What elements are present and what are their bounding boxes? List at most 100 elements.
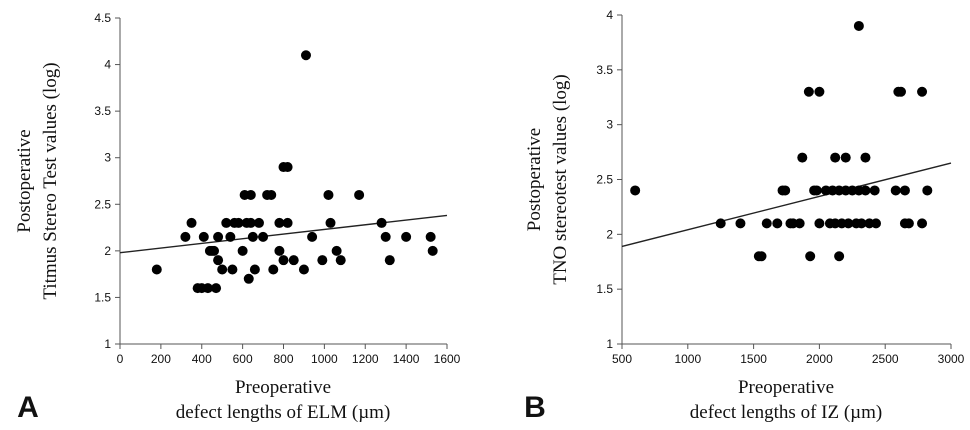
y-tick-label: 2 [104, 244, 111, 258]
data-point [401, 231, 412, 242]
data-point [834, 251, 845, 262]
y-tick-label: 3.5 [94, 104, 111, 118]
x-tick-label: 800 [273, 352, 293, 366]
x-axis-label: defect lengths of IZ (µm) [690, 402, 882, 423]
data-point [217, 264, 228, 275]
data-point [245, 217, 256, 228]
data-point [797, 152, 808, 163]
trend-line [621, 162, 952, 248]
x-tick-label: 3000 [938, 352, 965, 366]
x-tick-label: 1200 [352, 352, 379, 366]
y-tick-label: 4 [606, 8, 613, 22]
data-point [274, 217, 285, 228]
x-axis-label: defect lengths of ELM (µm) [176, 402, 391, 423]
data-point [323, 189, 334, 200]
data-point [186, 217, 197, 228]
data-point [245, 189, 256, 200]
data-point [325, 217, 336, 228]
y-tick-label: 3 [606, 118, 613, 132]
data-point [225, 231, 236, 242]
y-tick-label: 1.5 [94, 290, 111, 304]
data-point [814, 218, 825, 229]
data-point [761, 218, 772, 229]
data-point [198, 231, 209, 242]
data-point [247, 231, 258, 242]
x-tick-label: 0 [117, 352, 124, 366]
data-point [917, 218, 928, 229]
y-tick-label: 2 [606, 227, 613, 241]
data-point [249, 264, 260, 275]
data-point [202, 283, 213, 294]
y-tick-label: 1 [606, 337, 613, 351]
y-tick-label: 3.5 [596, 63, 613, 77]
data-point [331, 245, 342, 256]
data-point [213, 231, 224, 242]
data-point [890, 185, 901, 196]
data-point [840, 152, 851, 163]
y-axis-label: Postoperative [524, 128, 545, 231]
data-point [860, 152, 871, 163]
data-point [253, 217, 264, 228]
data-point [243, 273, 254, 284]
x-axis-label: Preoperative [235, 377, 331, 398]
data-point [715, 218, 726, 229]
data-point [227, 264, 238, 275]
data-point [903, 218, 914, 229]
data-point [756, 251, 767, 262]
data-point [298, 264, 309, 275]
panel-letter: B [524, 391, 546, 424]
data-point [917, 86, 928, 97]
data-point [300, 50, 311, 61]
data-point [805, 251, 816, 262]
trend-line [119, 214, 448, 254]
y-tick-label: 3 [104, 151, 111, 165]
data-point [384, 255, 395, 266]
x-tick-label: 500 [612, 352, 632, 366]
data-point [274, 245, 285, 256]
y-tick-label: 4 [104, 58, 111, 72]
data-point [221, 217, 232, 228]
y-tick-label: 1 [104, 337, 111, 351]
data-point [794, 218, 805, 229]
data-point [307, 231, 318, 242]
data-point [899, 185, 910, 196]
data-point [282, 162, 293, 173]
data-point [811, 185, 822, 196]
y-axis-label: TNO stereotest values (log) [550, 74, 571, 285]
data-point [856, 218, 867, 229]
data-point [860, 185, 871, 196]
x-tick-label: 1500 [740, 352, 767, 366]
data-point [376, 217, 387, 228]
data-point [335, 255, 346, 266]
x-tick-label: 1000 [311, 352, 338, 366]
data-point [209, 245, 220, 256]
y-tick-label: 4.5 [94, 11, 111, 25]
data-point [258, 231, 269, 242]
data-point [735, 218, 746, 229]
data-point [895, 86, 906, 97]
data-point [922, 185, 933, 196]
data-point [278, 255, 289, 266]
x-tick-label: 1600 [434, 352, 461, 366]
x-tick-label: 600 [233, 352, 253, 366]
x-tick-label: 2500 [872, 352, 899, 366]
data-point [354, 189, 365, 200]
data-point [772, 218, 783, 229]
y-tick-label: 2.5 [94, 197, 111, 211]
data-point [211, 283, 222, 294]
x-tick-label: 1400 [393, 352, 420, 366]
data-point [268, 264, 279, 275]
data-point [317, 255, 328, 266]
y-axis-label: Postoperative [14, 129, 35, 232]
data-point [803, 86, 814, 97]
panel-b: 500 1000 1500 2000 2500 3000 1 1.5 2 2.5 3 3.5 4 Post… [524, 8, 965, 424]
data-point [237, 245, 248, 256]
x-tick-label: 200 [151, 352, 171, 366]
y-tick-label: 2.5 [596, 173, 613, 187]
data-point [233, 217, 244, 228]
data-point [425, 231, 436, 242]
data-point [151, 264, 162, 275]
data-point [843, 218, 854, 229]
data-point [814, 86, 825, 97]
